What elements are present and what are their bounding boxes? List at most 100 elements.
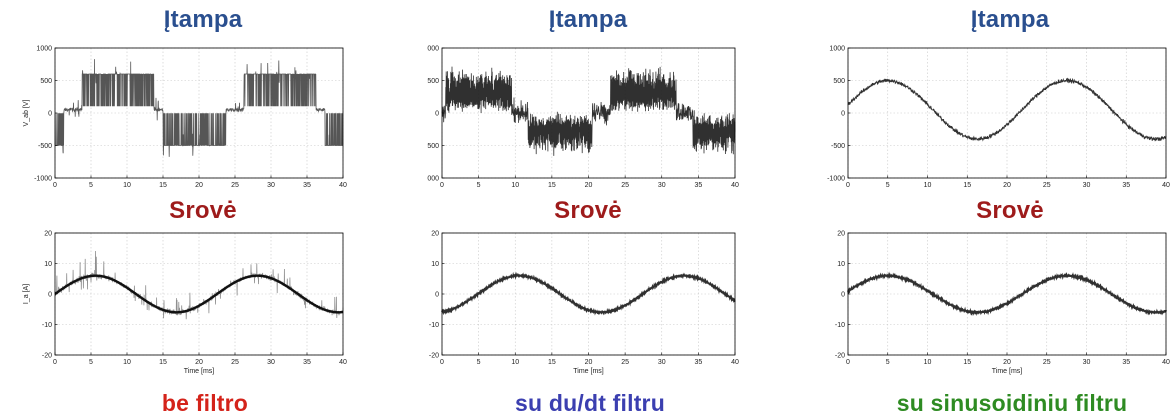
x-tick-label: 30 bbox=[267, 182, 275, 189]
x-tick-label: 20 bbox=[195, 359, 203, 366]
voltage-chart-dudt-filter: 0 5 10 15 20 25 30 35 40 000 500 0 500 000 bbox=[427, 46, 739, 190]
caption-no-filter: be filtro bbox=[161, 390, 249, 416]
x-tick-label: 5 bbox=[477, 182, 481, 189]
y-tick-label: 0 bbox=[435, 111, 439, 118]
y-tick-label: -500 bbox=[38, 143, 52, 150]
y-tick-label: -10 bbox=[835, 322, 845, 329]
x-tick-label: 25 bbox=[1043, 359, 1051, 366]
x-tick-label: 5 bbox=[89, 182, 93, 189]
x-tick-label: 15 bbox=[548, 182, 556, 189]
x-tick-label: 0 bbox=[440, 182, 444, 189]
y-tick-label: -1000 bbox=[34, 176, 52, 183]
x-tick-label: 20 bbox=[585, 182, 593, 189]
y-tick-label: 0 bbox=[841, 292, 845, 299]
y-tick-label: -500 bbox=[831, 143, 845, 150]
x-tick-label: 25 bbox=[621, 182, 629, 189]
signal-trace bbox=[54, 59, 343, 157]
y-tick-label: -10 bbox=[42, 322, 52, 329]
x-tick-label: 5 bbox=[886, 359, 890, 366]
y-tick-label: 10 bbox=[837, 261, 845, 268]
x-tick-label: 25 bbox=[1043, 182, 1051, 189]
y-tick-label: 500 bbox=[427, 78, 439, 85]
x-tick-label: 0 bbox=[846, 182, 850, 189]
voltage-chart-no-filter: 0 5 10 15 20 25 30 35 40 1000 500 0 -500 -1000 V_ab [V… bbox=[23, 46, 347, 190]
voltage-title-3: Įtampa bbox=[970, 6, 1050, 33]
x-tick-label: 40 bbox=[1162, 359, 1170, 366]
current-title-2: Srovė bbox=[554, 197, 622, 224]
y-tick-label: 20 bbox=[44, 231, 52, 238]
y-tick-label: -20 bbox=[429, 353, 439, 360]
x-axis-label: Time [ms] bbox=[184, 368, 215, 375]
x-tick-label: 15 bbox=[963, 182, 971, 189]
y-tick-label: 20 bbox=[837, 231, 845, 238]
y-tick-label: 10 bbox=[44, 261, 52, 268]
y-tick-label: -10 bbox=[429, 322, 439, 329]
x-tick-label: 0 bbox=[53, 359, 57, 366]
signal-fundamental bbox=[54, 274, 344, 314]
current-chart-dudt-filter: 0 5 10 15 20 25 30 35 40 20 10 0 -10 -20 Time [ms] bbox=[429, 231, 739, 376]
y-tick-label: 500 bbox=[40, 78, 52, 85]
caption-sine-filter: su sinusoidiniu filtru bbox=[896, 390, 1128, 416]
y-axis-label: I_a [A] bbox=[23, 284, 30, 304]
y-tick-label: 1000 bbox=[829, 46, 845, 53]
current-chart-no-filter: 0 5 10 15 20 25 30 35 40 20 10 0 -10 -20 Time [ms] I_a … bbox=[23, 231, 347, 376]
y-tick-label: 20 bbox=[431, 231, 439, 238]
y-tick-label: -1000 bbox=[827, 176, 845, 183]
x-tick-label: 35 bbox=[303, 359, 311, 366]
x-tick-label: 15 bbox=[159, 182, 167, 189]
voltage-title-1: Įtampa bbox=[163, 6, 243, 33]
voltage-title-2: Įtampa bbox=[548, 6, 628, 33]
y-tick-label: 500 bbox=[833, 78, 845, 85]
x-axis-label: Time [ms] bbox=[992, 368, 1023, 375]
x-tick-label: 5 bbox=[89, 359, 93, 366]
x-tick-label: 0 bbox=[53, 182, 57, 189]
y-axis-label: V_ab [V] bbox=[23, 100, 30, 127]
x-tick-label: 0 bbox=[846, 359, 850, 366]
x-tick-label: 20 bbox=[1003, 182, 1011, 189]
x-axis-label: Time [ms] bbox=[573, 368, 604, 375]
x-tick-label: 30 bbox=[1083, 182, 1091, 189]
x-tick-label: 10 bbox=[511, 182, 519, 189]
y-tick-label: 1000 bbox=[36, 46, 52, 53]
x-tick-label: 30 bbox=[1083, 359, 1091, 366]
x-tick-label: 30 bbox=[267, 359, 275, 366]
y-tick-label: 10 bbox=[431, 261, 439, 268]
x-tick-label: 40 bbox=[731, 359, 739, 366]
signal-trace bbox=[441, 271, 736, 316]
x-tick-label: 40 bbox=[339, 182, 347, 189]
x-tick-label: 25 bbox=[231, 359, 239, 366]
y-tick-label: -20 bbox=[42, 353, 52, 360]
x-tick-label: 10 bbox=[924, 359, 932, 366]
x-tick-label: 20 bbox=[1003, 359, 1011, 366]
current-title-3: Srovė bbox=[976, 197, 1044, 224]
y-tick-label: 0 bbox=[48, 292, 52, 299]
voltage-chart-sine-filter: 0 5 10 15 20 25 30 35 40 1000 500 0 -500 -1000 bbox=[827, 46, 1170, 190]
y-tick-label: 0 bbox=[435, 292, 439, 299]
x-tick-label: 10 bbox=[123, 182, 131, 189]
x-tick-label: 40 bbox=[339, 359, 347, 366]
current-chart-sine-filter: 0 5 10 15 20 25 30 35 40 20 10 0 -10 -20 Time [ms] bbox=[835, 231, 1170, 376]
x-tick-label: 5 bbox=[886, 182, 890, 189]
x-tick-label: 10 bbox=[511, 359, 519, 366]
x-tick-label: 5 bbox=[477, 359, 481, 366]
y-tick-label: 0 bbox=[48, 111, 52, 118]
x-tick-label: 35 bbox=[1122, 182, 1130, 189]
y-tick-label: 500 bbox=[427, 143, 439, 150]
x-tick-label: 40 bbox=[1162, 182, 1170, 189]
signal-trace bbox=[441, 66, 736, 156]
x-tick-label: 10 bbox=[924, 182, 932, 189]
signal-trace bbox=[847, 77, 1167, 142]
y-tick-label: 000 bbox=[427, 176, 439, 183]
x-tick-label: 15 bbox=[963, 359, 971, 366]
x-tick-label: 30 bbox=[658, 359, 666, 366]
signal-trace bbox=[847, 271, 1167, 317]
caption-dudt-filter: su du/dt filtru bbox=[515, 390, 665, 416]
x-tick-label: 20 bbox=[585, 359, 593, 366]
x-tick-label: 20 bbox=[195, 182, 203, 189]
x-tick-label: 25 bbox=[231, 182, 239, 189]
x-tick-label: 15 bbox=[548, 359, 556, 366]
y-tick-label: 000 bbox=[427, 46, 439, 53]
x-tick-label: 35 bbox=[1122, 359, 1130, 366]
x-tick-label: 35 bbox=[303, 182, 311, 189]
